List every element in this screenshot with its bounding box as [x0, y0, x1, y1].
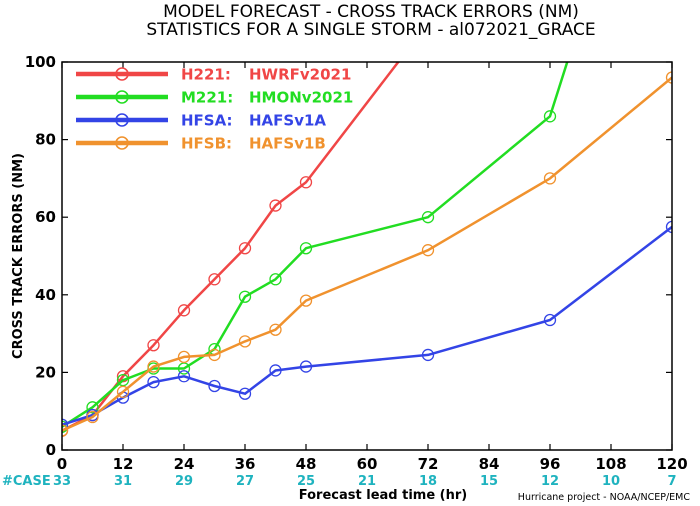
data-point-hfsa	[543, 313, 557, 327]
data-point-m221	[421, 211, 435, 224]
x-tick-label: 72	[418, 455, 439, 473]
y-tick-label: 100	[25, 53, 56, 71]
x-tick-label: 36	[235, 455, 256, 473]
legend-code-hfsb: HFSB:	[181, 135, 232, 153]
legend-desc-m221: HMONv2021	[249, 89, 353, 107]
data-point-m221	[269, 273, 282, 286]
legend-marker-m221	[115, 90, 129, 104]
x-tick-label: 48	[296, 455, 317, 473]
data-point-m221	[299, 242, 313, 255]
x-tick-label: 120	[656, 455, 687, 473]
case-count-label: 31	[114, 474, 132, 489]
chart-title-line-1: MODEL FORECAST - CROSS TRACK ERRORS (NM)	[163, 2, 579, 22]
data-point-hfsb	[62, 424, 69, 437]
data-point-hfsb	[208, 348, 221, 362]
data-point-hfsa	[269, 364, 282, 377]
y-tick-label: 60	[35, 208, 56, 226]
chart-title-line-2: STATISTICS FOR A SINGLE STORM - al072021…	[146, 20, 595, 40]
series-hfsa	[62, 220, 672, 431]
x-tick-label: 0	[57, 455, 67, 473]
legend-code-h221: H221:	[181, 66, 231, 84]
series-h221	[62, 62, 400, 437]
case-count-label: 25	[297, 474, 315, 489]
x-tick-label: 108	[595, 455, 626, 473]
data-point-hfsb	[238, 335, 252, 348]
case-count-label: 29	[175, 474, 193, 489]
case-count-label: 12	[541, 474, 559, 489]
data-point-hfsb	[116, 385, 130, 398]
data-point-hfsa	[238, 387, 252, 400]
data-point-m221	[86, 401, 99, 414]
y-tick-label: 80	[35, 131, 56, 149]
legend-desc-hfsa: HAFSv1A	[249, 112, 326, 130]
data-point-hfsb	[177, 350, 191, 364]
case-count-label: 33	[53, 474, 71, 489]
data-point-hfsb	[543, 172, 557, 185]
y-tick-label: 20	[35, 363, 56, 381]
y-tick-label: 40	[35, 286, 56, 304]
data-point-m221	[238, 290, 252, 303]
x-tick-label: 84	[479, 455, 500, 473]
data-point-hfsa	[62, 418, 69, 431]
case-count-label: 15	[480, 474, 498, 489]
series-line-h221	[62, 62, 400, 432]
data-point-hfsb	[299, 294, 313, 307]
x-tick-label: 24	[174, 455, 195, 473]
series-m221	[62, 62, 569, 433]
data-point-hfsa	[299, 360, 313, 373]
legend-marker-hfsb	[115, 136, 129, 150]
data-point-h221	[147, 339, 160, 352]
x-tick-label: 96	[540, 455, 561, 473]
data-point-hfsb	[147, 360, 160, 373]
credit-text: Hurricane project - NOAA/NCEP/EMC	[518, 492, 691, 503]
data-point-hfsa	[665, 220, 672, 234]
y-axis-label: CROSS TRACK ERRORS (NM)	[11, 153, 26, 359]
y-tick-label: 0	[46, 441, 56, 459]
series-line-hfsa	[62, 225, 672, 426]
case-row-label: #CASE	[2, 474, 51, 489]
case-count-label: 27	[236, 474, 254, 489]
data-point-hfsb	[269, 323, 282, 336]
case-count-label: 10	[602, 474, 620, 489]
data-point-h221	[238, 242, 252, 255]
legend-desc-h221: HWRFv2021	[249, 66, 351, 84]
data-point-h221	[299, 176, 313, 189]
data-point-m221	[543, 110, 557, 123]
legend-desc-hfsb: HAFSv1B	[249, 135, 326, 153]
data-point-hfsb	[86, 410, 99, 424]
legend-marker-hfsa	[115, 113, 129, 127]
series-line-m221	[62, 62, 569, 428]
series-line-hfsb	[62, 76, 672, 432]
case-count-label: 7	[667, 474, 676, 489]
legend-code-hfsa: HFSA:	[181, 112, 233, 130]
series-hfsb	[62, 71, 672, 437]
data-point-hfsb	[421, 244, 435, 257]
legend-marker-h221	[115, 67, 129, 81]
data-point-hfsa	[147, 375, 160, 389]
x-tick-label: 12	[113, 455, 134, 473]
case-count-label: 21	[358, 474, 376, 489]
data-point-hfsa	[177, 370, 191, 383]
data-point-hfsa	[421, 348, 435, 362]
data-point-hfsa	[208, 379, 221, 393]
case-count-label: 18	[419, 474, 437, 489]
data-point-hfsb	[665, 71, 672, 84]
legend-code-m221: M221:	[181, 89, 233, 107]
x-tick-label: 60	[357, 455, 378, 473]
x-axis-label: Forecast lead time (hr)	[299, 488, 467, 503]
data-point-h221	[177, 304, 191, 317]
data-point-h221	[269, 199, 282, 212]
data-point-h221	[208, 273, 221, 286]
